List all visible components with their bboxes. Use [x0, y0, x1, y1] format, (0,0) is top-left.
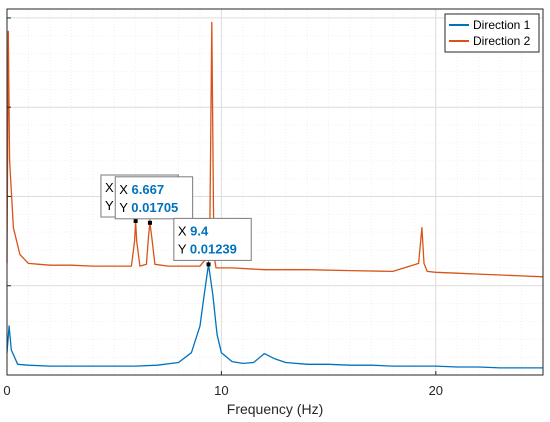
legend-label: Direction 2 [473, 34, 531, 48]
grid [6, 9, 544, 376]
legend-label: Direction 1 [473, 18, 531, 32]
x-tick-label: 10 [214, 383, 228, 398]
x-tick-labels: 0 10 20 [3, 371, 443, 398]
datatip-marker [133, 219, 138, 224]
axes-box [6, 8, 544, 376]
datatip-marker [147, 220, 152, 225]
datatip-x: X 9.4 [178, 223, 209, 238]
legend-box [444, 13, 540, 53]
legend-entry-1[interactable]: Direction 1 [449, 18, 531, 32]
legend-entry-2[interactable]: Direction 2 [449, 34, 531, 48]
datatip-box [173, 217, 252, 261]
series-line-2 [6, 21, 544, 278]
plot-background [7, 9, 543, 375]
datatip-x: X 6.667 [119, 182, 164, 197]
series-lines [6, 21, 544, 369]
x-tick-label: 20 [429, 383, 443, 398]
legend: Direction 1 Direction 2 [444, 13, 540, 53]
datatip-marker [206, 262, 211, 267]
datatip-y: Y 0.01705 [119, 200, 178, 215]
datatip-3[interactable]: X 9.4 Y 0.01239 [173, 217, 252, 267]
x-tick-label: 0 [3, 383, 10, 398]
datatip-2[interactable]: X 6.667 Y 0.01705 [114, 176, 194, 225]
x-axis-title: Frequency (Hz) [227, 401, 323, 417]
plot-area [7, 9, 543, 375]
axes-frame [6, 8, 544, 376]
datatip-y: Y 0.01239 [178, 241, 237, 256]
series-line-1 [6, 263, 543, 369]
datatip-box [114, 176, 194, 220]
